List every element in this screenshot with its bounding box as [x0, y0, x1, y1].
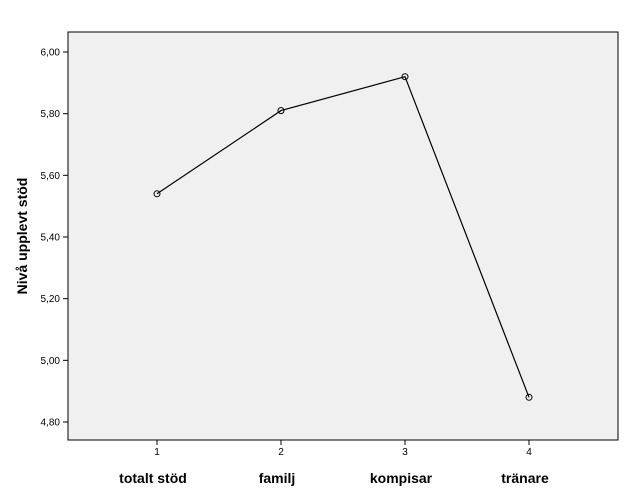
x-tick-label: 2 [278, 447, 284, 458]
y-tick-label: 5,20 [41, 294, 61, 305]
data-point [153, 190, 161, 198]
x-tick-label: 3 [402, 447, 408, 458]
data-point [401, 73, 409, 81]
y-axis: 4,80 5,00 5,20 5,40 5,60 5,80 6,00 [41, 48, 68, 429]
x-axis: 1 totalt stöd 2 familj 3 kompisar 4 tränare [119, 440, 549, 486]
category-label: tränare [501, 470, 549, 486]
category-label: totalt stöd [119, 470, 187, 486]
y-tick-label: 5,40 [41, 233, 61, 244]
data-point [525, 393, 533, 401]
y-tick-label: 6,00 [41, 48, 61, 59]
y-tick-label: 4,80 [41, 418, 61, 429]
x-tick-label: 1 [154, 447, 160, 458]
y-tick-label: 5,60 [41, 171, 61, 182]
data-point [277, 107, 285, 115]
series-line [156, 75, 530, 398]
y-tick-label: 5,00 [41, 356, 61, 367]
y-axis-title: Nivå upplevt stöd [14, 178, 30, 295]
category-label: familj [259, 470, 296, 486]
category-label: kompisar [370, 470, 433, 486]
data-series [153, 73, 533, 401]
y-tick-label: 5,80 [41, 109, 61, 120]
x-tick-label: 4 [526, 447, 532, 458]
plot-background [67, 31, 619, 441]
